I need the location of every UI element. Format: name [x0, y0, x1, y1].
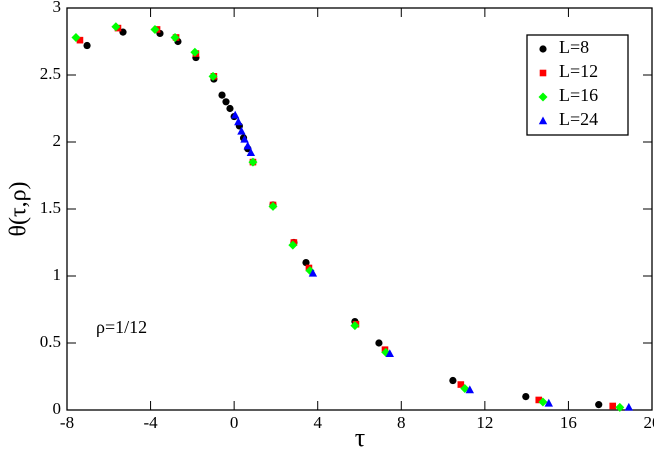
point — [208, 71, 218, 81]
point — [308, 268, 318, 277]
point — [76, 36, 84, 44]
point — [538, 397, 548, 407]
x-tick-label: 20 — [644, 413, 654, 432]
point — [150, 24, 160, 34]
y-axis-label: θ(τ,ρ) — [6, 181, 32, 236]
x-tick-label: 8 — [397, 413, 406, 432]
point — [230, 110, 240, 119]
point — [375, 339, 383, 347]
point — [243, 141, 252, 150]
y-tick-label: 2.5 — [40, 64, 61, 83]
point — [457, 381, 465, 388]
point — [624, 402, 634, 411]
point — [595, 401, 603, 409]
x-tick-label: 16 — [560, 413, 577, 432]
legend-label: L=16 — [559, 85, 598, 105]
point — [240, 134, 249, 143]
point — [237, 126, 246, 135]
point — [111, 22, 121, 32]
legend-label: L=12 — [559, 61, 598, 81]
x-axis-label: τ — [355, 423, 365, 452]
point — [385, 349, 394, 358]
point — [170, 32, 180, 42]
point — [246, 148, 256, 157]
point — [288, 240, 298, 250]
point — [83, 41, 91, 50]
x-tick-label: 4 — [313, 413, 322, 432]
point — [449, 376, 457, 385]
point — [71, 32, 81, 42]
x-tick-label: 0 — [230, 413, 239, 432]
point — [350, 321, 360, 331]
legend-marker — [538, 116, 548, 125]
point — [465, 385, 475, 394]
legend-marker — [539, 45, 547, 53]
point — [268, 201, 278, 211]
y-tick-label: 0 — [53, 399, 62, 418]
x-tick-label: 12 — [476, 413, 493, 432]
point — [535, 396, 543, 404]
legend-marker — [538, 92, 548, 102]
point — [522, 393, 530, 401]
y-tick-label: 2 — [53, 131, 62, 150]
point — [248, 157, 258, 167]
x-tick-label: -8 — [60, 413, 74, 432]
y-tick-label: 1.5 — [40, 198, 61, 217]
point — [218, 91, 226, 99]
point — [544, 398, 553, 407]
point — [234, 117, 243, 126]
point — [222, 98, 230, 106]
point — [615, 402, 625, 412]
point — [302, 259, 310, 267]
point — [190, 47, 200, 57]
point — [609, 402, 617, 410]
legend-marker — [539, 69, 547, 77]
y-tick-label: 1 — [53, 265, 62, 284]
y-tick-label: 0.5 — [40, 332, 61, 351]
legend-label: L=8 — [559, 37, 589, 57]
legend-label: L=24 — [559, 109, 598, 129]
x-tick-label: -4 — [143, 413, 158, 432]
point — [226, 104, 234, 113]
annotation: ρ=1/12 — [96, 317, 147, 337]
y-tick-label: 3 — [53, 0, 62, 16]
